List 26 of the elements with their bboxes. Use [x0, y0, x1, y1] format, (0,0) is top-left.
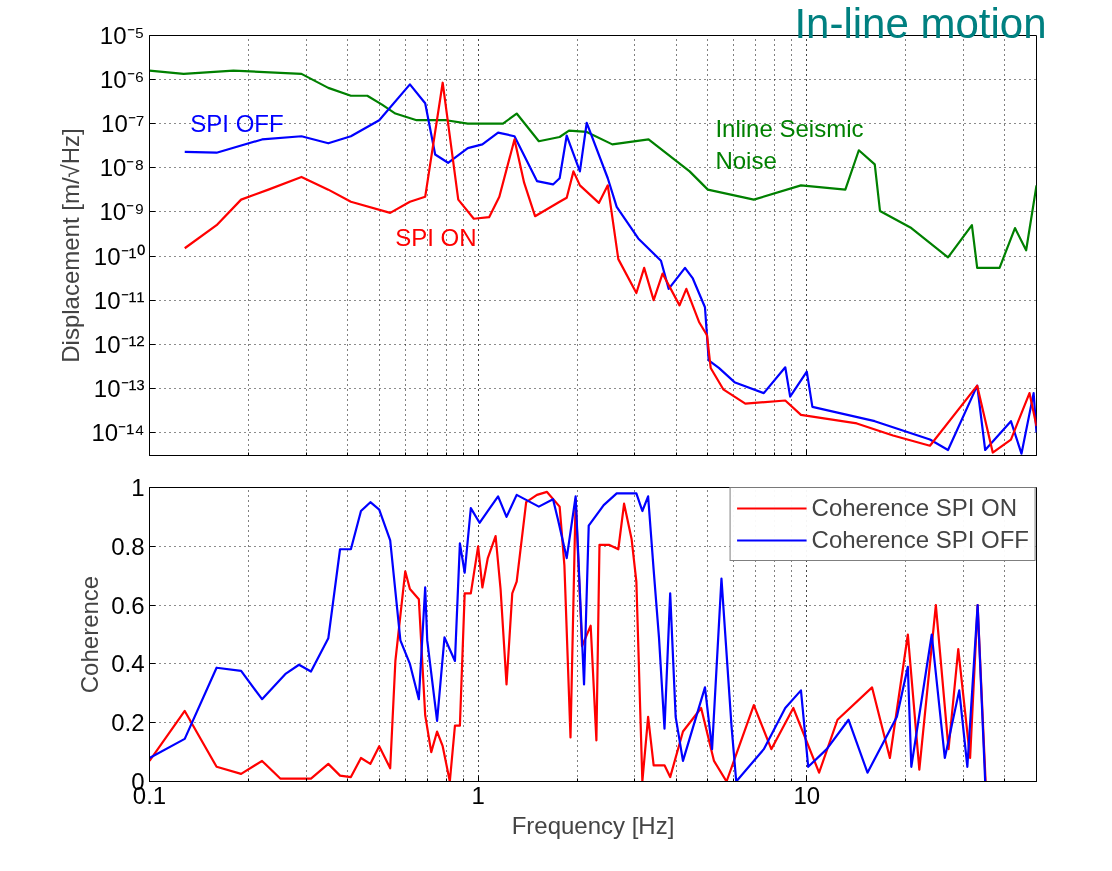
chart-title: In-line motion — [794, 0, 1047, 47]
y-tick-label: 10⁻⁹ — [99, 198, 145, 226]
y-tick-label: 10⁻¹⁴ — [91, 418, 145, 446]
y-tick-label: 1 — [131, 474, 145, 501]
y-tick-label: 10⁻¹⁰ — [93, 242, 145, 270]
y-tick-label: 0.4 — [111, 650, 145, 678]
y-tick-label: 10⁻⁶ — [99, 66, 145, 94]
y-tick-label: 0.6 — [111, 591, 145, 619]
y-tick-label: 0.2 — [111, 709, 145, 737]
y-axis-title: Displacement [m/√Hz] — [56, 128, 84, 363]
y-tick-label: 0.8 — [111, 532, 145, 560]
y-tick-label: 10⁻¹² — [93, 330, 145, 358]
series-label: Inline Seismic Noise — [715, 115, 864, 175]
x-axis-title: Frequency [Hz] — [511, 811, 675, 839]
legend-label: Coherence SPI ON — [811, 494, 1018, 522]
x-tick-label: 1 — [471, 781, 485, 809]
series-label: SPI OFF — [190, 110, 284, 138]
y-tick-label: 10⁻¹¹ — [93, 286, 145, 314]
x-tick-label: 10 — [793, 781, 821, 809]
y-tick-label: 10⁻⁷ — [101, 110, 145, 138]
y-tick-label: 10⁻⁵ — [99, 22, 145, 49]
y-tick-label: 10⁻⁸ — [99, 154, 145, 182]
y-axis-title: Coherence — [76, 575, 104, 694]
series-label: SPI ON — [395, 223, 477, 251]
y-tick-label: 10⁻¹³ — [93, 374, 145, 402]
legend-label: Coherence SPI OFF — [811, 526, 1029, 554]
